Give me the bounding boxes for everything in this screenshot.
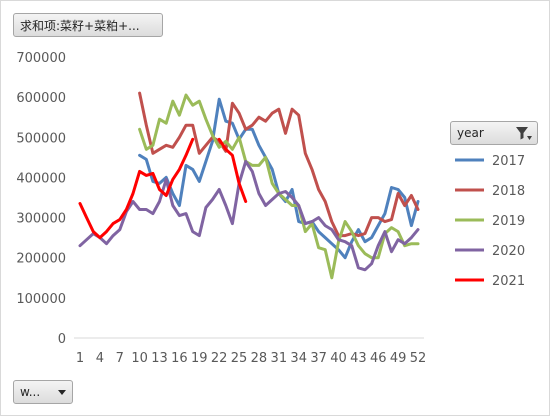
series-line-2017 xyxy=(138,97,420,260)
series-line-2021 xyxy=(78,137,248,240)
x-tick-label: 7 xyxy=(116,351,124,366)
x-tick-label: 10 xyxy=(131,351,148,366)
legend-label: 2018 xyxy=(492,184,525,199)
x-tick-label: 52 xyxy=(410,351,427,366)
legend-item-2019: 2019 xyxy=(455,214,525,229)
x-tick-label: 31 xyxy=(271,351,288,366)
x-tick-label: 19 xyxy=(191,351,208,366)
x-tick-label: 49 xyxy=(390,351,407,366)
x-tick-label: 43 xyxy=(350,351,367,366)
x-tick-label: 22 xyxy=(211,351,228,366)
filter-icon[interactable] xyxy=(515,125,533,141)
legend-label: 2019 xyxy=(492,214,525,229)
legend-field-label: year xyxy=(457,126,484,140)
x-tick-label: 34 xyxy=(290,351,307,366)
x-tick-label: 13 xyxy=(151,351,168,366)
y-tick-label: 200000 xyxy=(16,252,66,267)
chevron-down-icon xyxy=(58,389,66,395)
y-axis-labels: 0 100000 200000 300000 400000 500000 600000 700… xyxy=(16,51,66,347)
value-field-label: 求和项:菜籽+菜粕+... xyxy=(20,18,140,33)
legend-item-2020: 2020 xyxy=(455,244,525,259)
y-tick-label: 500000 xyxy=(16,131,66,146)
y-tick-label: 400000 xyxy=(16,171,66,186)
series-lines xyxy=(78,91,420,280)
x-tick-label: 40 xyxy=(330,351,347,366)
value-field-button[interactable]: 求和项:菜籽+菜粕+... xyxy=(13,13,163,37)
legend-item-2018: 2018 xyxy=(455,184,525,199)
series-line-2020 xyxy=(78,159,420,272)
x-tick-label: 16 xyxy=(171,351,188,366)
legend-label: 2020 xyxy=(492,244,525,259)
series-line-2018 xyxy=(138,91,420,238)
x-tick-label: 28 xyxy=(251,351,268,366)
y-tick-label: 100000 xyxy=(16,292,66,307)
y-tick-label: 600000 xyxy=(16,91,66,106)
x-tick-label: 4 xyxy=(96,351,104,366)
x-tick-label: 1 xyxy=(76,351,84,366)
x-tick-label: 46 xyxy=(370,351,387,366)
axis-field-label: w... xyxy=(20,385,41,399)
legend-item-2017: 2017 xyxy=(455,154,525,169)
x-tick-label: 37 xyxy=(310,351,327,366)
legend: 2017 2018 2019 2020 2021 xyxy=(455,154,525,289)
y-tick-label: 300000 xyxy=(16,212,66,227)
legend-label: 2017 xyxy=(492,154,525,169)
legend-label: 2021 xyxy=(492,274,525,289)
x-axis-labels: 1 4 7 10 13 16 19 22 25 28 31 34 37 40 43 46 49 52 xyxy=(76,351,426,366)
x-tick-label: 25 xyxy=(231,351,248,366)
axis-field-button[interactable]: w... xyxy=(13,380,73,404)
y-tick-label: 0 xyxy=(58,332,66,347)
legend-item-2021: 2021 xyxy=(455,274,525,289)
y-tick-label: 700000 xyxy=(16,51,66,66)
legend-field-button[interactable]: year xyxy=(450,121,538,145)
